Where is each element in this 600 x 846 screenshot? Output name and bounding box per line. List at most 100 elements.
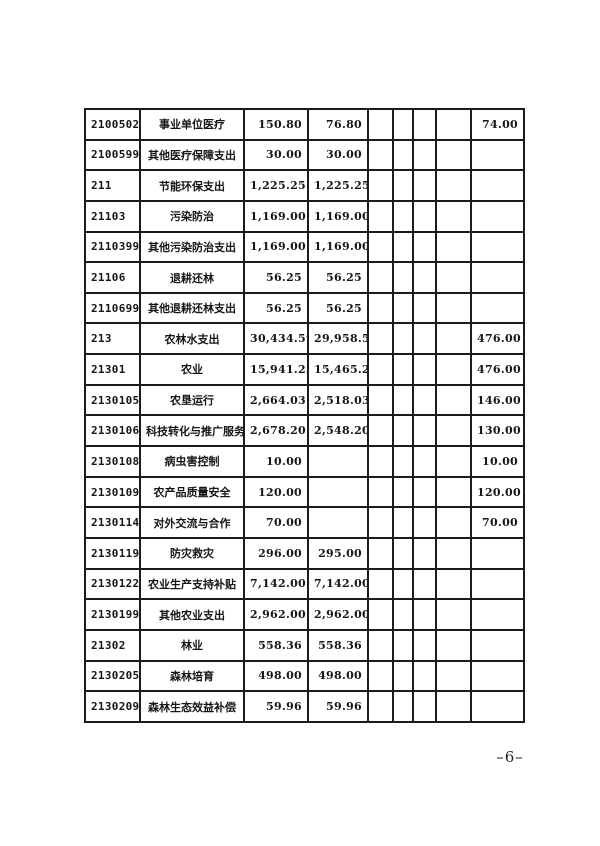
cell-c9 <box>470 628 525 662</box>
table-body: 2100502 事业单位医疗 150.80 76.80 74.00 2100599 其他医疗… <box>84 108 525 723</box>
cell-c9: 10.00 <box>470 445 525 478</box>
table-row: 21302 林业 558.36 558.36 <box>84 628 525 662</box>
cell-c6 <box>392 353 414 386</box>
cell-c5 <box>367 108 394 141</box>
cell-name: 病虫害控制 <box>139 445 245 478</box>
cell-c8 <box>435 659 472 693</box>
table-row: 2130109 农产品质量安全 120.00 120.00 <box>84 475 525 509</box>
cell-code: 2100502 <box>84 108 141 141</box>
cell-name: 其他医疗保障支出 <box>139 138 245 172</box>
cell-name: 农林水支出 <box>139 322 245 356</box>
cell-c5 <box>367 475 394 509</box>
cell-c7 <box>412 169 437 202</box>
cell-c7 <box>412 445 437 478</box>
cell-c6 <box>392 108 414 141</box>
cell-c9: 130.00 <box>470 414 525 448</box>
cell-c8 <box>435 567 472 601</box>
cell-name: 事业单位医疗 <box>139 108 245 141</box>
cell-code: 2130114 <box>84 506 141 539</box>
cell-c5 <box>367 138 394 172</box>
cell-c8 <box>435 690 472 723</box>
cell-code: 21103 <box>84 199 141 233</box>
cell-amt1: 150.80 <box>243 108 309 141</box>
cell-c9 <box>470 230 525 264</box>
cell-c5 <box>367 230 394 264</box>
cell-amt1: 120.00 <box>243 475 309 509</box>
table-row: 2130108 病虫害控制 10.00 10.00 <box>84 445 525 478</box>
cell-c7 <box>412 598 437 631</box>
cell-c5 <box>367 445 394 478</box>
cell-c7 <box>412 536 437 570</box>
cell-c5 <box>367 536 394 570</box>
cell-code: 2110399 <box>84 230 141 264</box>
cell-code: 2130109 <box>84 475 141 509</box>
cell-name: 退耕还林 <box>139 261 245 294</box>
cell-c7 <box>412 108 437 141</box>
table-row: 2130209 森林生态效益补偿 59.96 59.96 <box>84 690 525 723</box>
cell-amt1: 1,169.00 <box>243 199 309 233</box>
cell-c6 <box>392 383 414 417</box>
cell-c9: 146.00 <box>470 383 525 417</box>
cell-c8 <box>435 138 472 172</box>
page-number: –6– <box>496 748 524 766</box>
cell-code: 2130105 <box>84 383 141 417</box>
cell-name: 农产品质量安全 <box>139 475 245 509</box>
table-row: 2130106 科技转化与推广服务 2,678.20 2,548.20 130.00 <box>84 414 525 448</box>
cell-code: 2130209 <box>84 690 141 723</box>
cell-amt1: 59.96 <box>243 690 309 723</box>
cell-amt2: 7,142.00 <box>307 567 369 601</box>
cell-amt2: 15,465.23 <box>307 353 369 386</box>
cell-c9: 74.00 <box>470 108 525 141</box>
cell-amt2: 2,518.03 <box>307 383 369 417</box>
cell-c9 <box>470 690 525 723</box>
table-row: 2130114 对外交流与合作 70.00 70.00 <box>84 506 525 539</box>
table-row: 2110699 其他退耕还林支出 56.25 56.25 <box>84 291 525 325</box>
cell-code: 2130119 <box>84 536 141 570</box>
cell-c8 <box>435 383 472 417</box>
table-row: 2110399 其他污染防治支出 1,169.00 1,169.00 <box>84 230 525 264</box>
table-row: 2130119 防灾救灾 296.00 295.00 <box>84 536 525 570</box>
cell-amt1: 558.36 <box>243 628 309 662</box>
cell-c5 <box>367 598 394 631</box>
table-row: 211 节能环保支出 1,225.25 1,225.25 <box>84 169 525 202</box>
cell-c9 <box>470 138 525 172</box>
cell-c5 <box>367 291 394 325</box>
cell-c6 <box>392 291 414 325</box>
cell-c7 <box>412 506 437 539</box>
table-row: 2130199 其他农业支出 2,962.00 2,962.00 <box>84 598 525 631</box>
cell-c7 <box>412 659 437 693</box>
cell-c8 <box>435 230 472 264</box>
cell-code: 213 <box>84 322 141 356</box>
cell-amt1: 30.00 <box>243 138 309 172</box>
cell-amt2: 295.00 <box>307 536 369 570</box>
cell-c8 <box>435 445 472 478</box>
cell-name: 其他污染防治支出 <box>139 230 245 264</box>
cell-c8 <box>435 353 472 386</box>
cell-c9 <box>470 291 525 325</box>
cell-code: 2100599 <box>84 138 141 172</box>
cell-c5 <box>367 628 394 662</box>
cell-c5 <box>367 322 394 356</box>
cell-c7 <box>412 230 437 264</box>
cell-name: 农业 <box>139 353 245 386</box>
cell-amt2: 2,548.20 <box>307 414 369 448</box>
cell-amt1: 56.25 <box>243 261 309 294</box>
cell-name: 农垦运行 <box>139 383 245 417</box>
cell-c6 <box>392 567 414 601</box>
cell-code: 2130106 <box>84 414 141 448</box>
cell-code: 211 <box>84 169 141 202</box>
cell-amt2: 56.25 <box>307 291 369 325</box>
cell-name: 节能环保支出 <box>139 169 245 202</box>
cell-c8 <box>435 414 472 448</box>
cell-amt1: 10.00 <box>243 445 309 478</box>
cell-amt2 <box>307 506 369 539</box>
cell-amt2 <box>307 475 369 509</box>
cell-c5 <box>367 690 394 723</box>
cell-c9 <box>470 567 525 601</box>
table-row: 2130105 农垦运行 2,664.03 2,518.03 146.00 <box>84 383 525 417</box>
table-row: 2130122 农业生产支持补贴 7,142.00 7,142.00 <box>84 567 525 601</box>
cell-code: 21302 <box>84 628 141 662</box>
cell-c6 <box>392 506 414 539</box>
